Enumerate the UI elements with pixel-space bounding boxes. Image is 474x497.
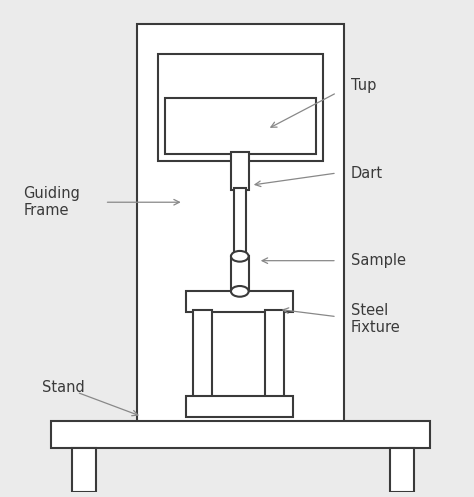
Text: Guiding
Frame: Guiding Frame — [23, 186, 80, 218]
Bar — [158, 54, 323, 161]
Bar — [151, 39, 330, 421]
Bar — [234, 188, 246, 258]
Ellipse shape — [231, 251, 248, 261]
Bar — [265, 310, 284, 397]
Text: Stand: Stand — [42, 380, 85, 395]
Bar — [165, 97, 316, 154]
Bar — [231, 152, 249, 190]
Bar — [137, 24, 344, 436]
Bar — [186, 396, 293, 416]
Bar — [193, 310, 212, 397]
Text: Tup: Tup — [351, 78, 376, 93]
Bar — [72, 448, 96, 492]
Text: Dart: Dart — [351, 166, 383, 180]
Bar — [186, 291, 293, 312]
Bar — [51, 421, 430, 448]
Text: Sample: Sample — [351, 253, 406, 268]
Bar — [390, 448, 414, 492]
Text: Steel
Fixture: Steel Fixture — [351, 303, 401, 335]
Ellipse shape — [231, 286, 248, 297]
Bar — [231, 256, 248, 291]
